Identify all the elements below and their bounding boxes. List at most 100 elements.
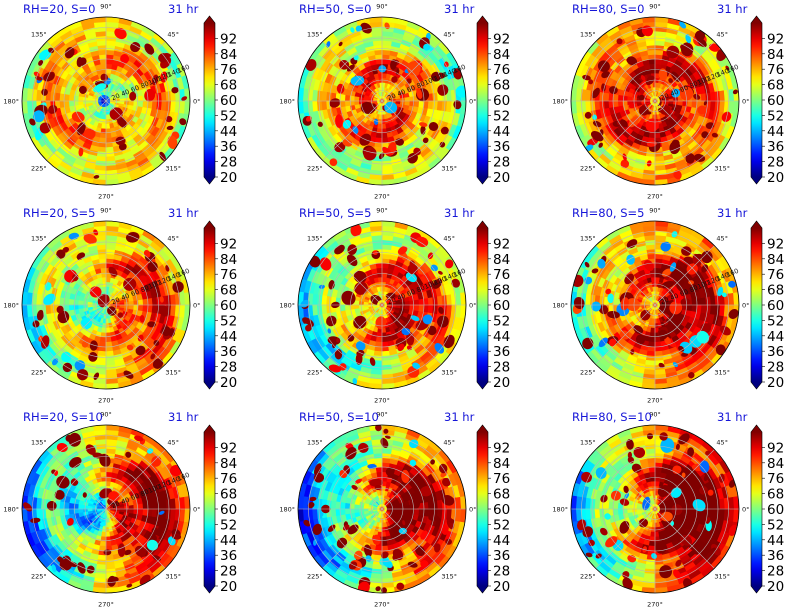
angle-tick-label: 45° [716,234,728,242]
angle-tick-label: 315° [714,165,730,173]
angle-tick-label: 315° [165,573,181,581]
colorbar-tick-label: 28 [220,564,237,580]
radial-tick-label: 60 [406,288,417,299]
colorbar-tick-label: 84 [220,456,237,472]
radial-tick-label: 60 [130,84,141,95]
colorbar-gradient [751,432,762,586]
angle-tick-label: 0° [193,98,200,106]
colorbar-tick-label: 92 [767,236,784,252]
angular-gridline [654,508,715,569]
angle-tick-label: 45° [443,234,455,242]
panel-time-label: 31 hr [168,206,199,220]
angular-gridline [654,449,715,510]
humidity-field [298,425,466,593]
angle-tick-label: 180° [3,98,19,106]
angle-tick-label: 45° [716,30,728,38]
angle-tick-label: 135° [307,30,323,38]
colorbar-extend-max [751,221,762,228]
angle-tick-label: 180° [3,302,19,310]
angle-tick-label: 45° [167,438,179,446]
colorbar-tick-label: 52 [493,517,510,533]
colorbar-tick-label: 60 [220,298,237,314]
panel-time-label: 31 hr [444,410,475,424]
colorbar-tick-label: 36 [220,344,237,360]
panel-time-label: 31 hr [444,2,475,16]
angle-tick-label: 135° [31,234,47,242]
panel-time-label: 31 hr [717,410,748,424]
panel-title: RH=80, S=0 [572,2,644,16]
angle-tick-label: 225° [580,369,596,377]
angular-gridline [381,508,442,569]
colorbar-tick-label: 92 [220,236,237,252]
colorbar-tick-label: 28 [493,564,510,580]
colorbar-tick-label: 28 [767,360,784,376]
radial-tick-label: 80 [139,284,150,295]
humidity-field [571,425,739,593]
angle-tick-label: 90° [376,3,388,11]
colorbar-extend-max [751,425,762,432]
colorbar-tick-label: 36 [493,548,510,564]
radial-tick-label: 60 [130,492,141,503]
angular-gridline [654,245,715,306]
angle-tick-label: 90° [376,207,388,215]
colorbar-extend-min [751,586,762,593]
angle-tick-label: 135° [31,30,47,38]
angle-tick-label: 225° [580,165,596,173]
angle-tick-label: 225° [31,369,47,377]
colorbar-extend-min [204,586,215,593]
colorbar-tick-label: 52 [767,108,784,124]
colorbar-extend-min [477,586,488,593]
angle-tick-label: 270° [98,397,114,405]
angular-gridline [595,100,656,161]
angular-gridline [105,449,166,510]
angle-tick-label: 180° [3,506,19,514]
angular-gridline [105,245,166,306]
colorbar-tick-label: 20 [767,579,784,595]
colorbar-tick-label: 60 [767,93,784,109]
angle-tick-label: 45° [716,438,728,446]
angle-tick-label: 135° [307,234,323,242]
angle-tick-label: 90° [649,411,661,419]
polar-panel: 0°45°90°135°180°225°270°315°204060801001… [3,410,200,609]
angular-gridline [322,449,383,510]
colorbar-tick-label: 92 [493,440,510,456]
colorbar-gradient [204,228,215,382]
angle-tick-label: 180° [279,506,295,514]
angular-gridline [595,245,656,306]
colorbar-extend-max [204,16,215,23]
colorbar-tick-label: 84 [493,47,510,63]
angle-tick-label: 225° [31,165,47,173]
angle-tick-label: 270° [647,193,663,201]
angle-tick-label: 0° [469,302,476,310]
humidity-field [571,17,739,185]
panel-time-label: 31 hr [444,206,475,220]
polar-panel: 0° 45° 90° 135° 180° 225° 270° 315° RH=50, S=10 3… [279,410,476,609]
radial-tick-label: 80 [139,488,150,499]
polar-frame [21,16,191,186]
colorbar-gradient [751,228,762,382]
angular-gridline [654,304,715,365]
angle-tick-label: 135° [580,438,596,446]
radial-tick-label: 40 [669,292,680,303]
colorbar-tick-label: 76 [493,62,510,78]
colorbar-tick-label: 20 [493,375,510,391]
radial-tick-label: 60 [406,84,417,95]
angle-tick-label: 90° [100,411,112,419]
colorbar-gradient [204,23,215,177]
colorbar-gradient [477,432,488,586]
colorbar-extend-max [751,16,762,23]
panel-title: RH=80, S=10 [572,410,652,424]
colorbar-tick-label: 44 [767,124,784,140]
colorbar-extend-min [751,382,762,389]
polar-frame [570,220,740,390]
colorbar-tick-label: 52 [767,313,784,329]
angle-tick-label: 270° [647,601,663,609]
angle-tick-label: 0° [742,506,749,514]
colorbar-tick-label: 84 [767,47,784,63]
radial-tick-label: 80 [415,80,426,91]
